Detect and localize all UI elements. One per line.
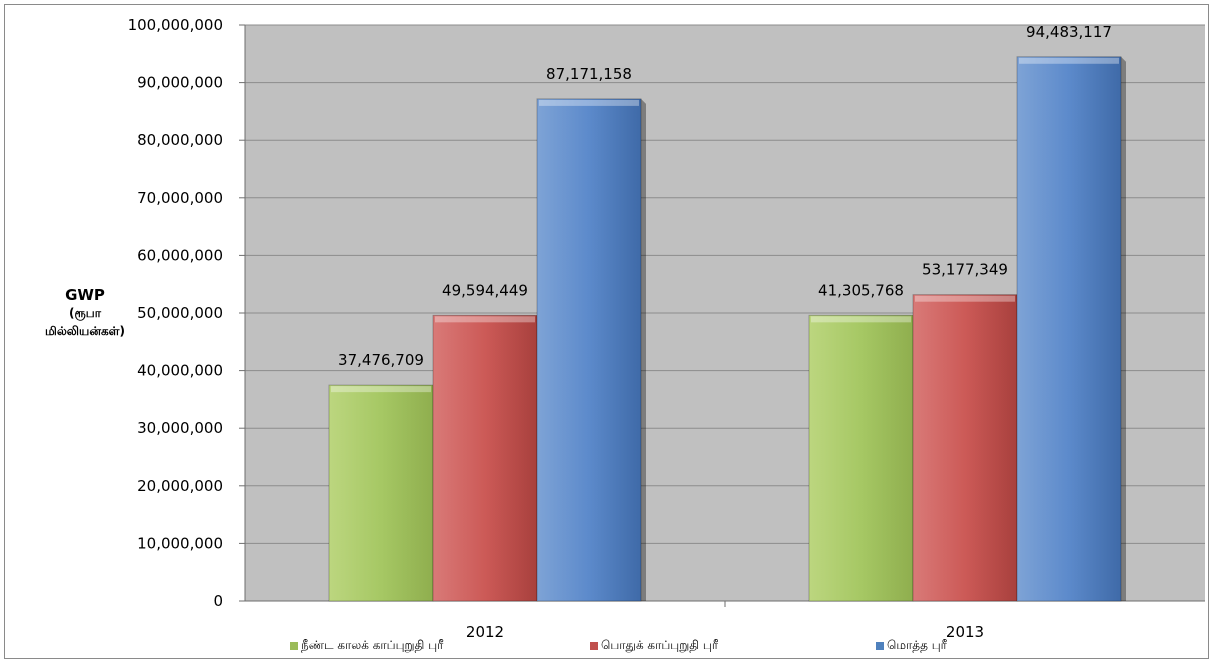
legend-swatch-red: [590, 642, 598, 650]
bar-bevel: [1019, 57, 1119, 64]
y-tick-label: 70,000,000: [137, 189, 223, 207]
y-tick-label: 30,000,000: [137, 419, 223, 437]
y-axis-title: GWP (ரூபா மில்லியன்கள்): [30, 286, 140, 340]
y-tick-label: 60,000,000: [137, 246, 223, 264]
legend-item-total: மொத்த புரீ: [876, 638, 947, 654]
data-label: 49,594,449: [442, 281, 528, 299]
bar-bevel: [915, 295, 1015, 302]
bars: [328, 56, 1126, 602]
data-label: 37,476,709: [338, 351, 424, 369]
bar: [912, 294, 1018, 602]
bar: [328, 384, 434, 602]
y-axis-title-sub-2: மில்லியன்கள்): [45, 324, 125, 338]
data-label: 94,483,117: [1026, 23, 1112, 41]
y-tick-label: 20,000,000: [137, 477, 223, 495]
data-label: 87,171,158: [546, 65, 632, 83]
x-category-label: 2012: [466, 623, 504, 641]
axes: 0 10,000,000 20,000,000 30,000,000 40,000,00…: [128, 16, 1205, 641]
y-tick-label: 100,000,000: [128, 16, 223, 34]
legend: நீண்ட காலக் காப்புறுதி புரீ பொதுக் காப்ப…: [290, 638, 1010, 658]
data-label: 53,177,349: [922, 261, 1008, 279]
bar-bevel: [811, 316, 911, 323]
y-tick-label: 0: [213, 592, 223, 610]
bar-bevel: [539, 99, 639, 106]
data-label: 41,305,768: [818, 281, 904, 299]
bar: [536, 98, 642, 602]
y-tick-label: 40,000,000: [137, 362, 223, 380]
y-tick-label: 50,000,000: [137, 304, 223, 322]
y-axis-title-main: GWP: [65, 286, 105, 304]
legend-item-general: பொதுக் காப்புறுதி புரீ: [590, 638, 718, 654]
bar-bevel: [435, 316, 535, 323]
x-category-label: 2013: [946, 623, 984, 641]
legend-swatch-green: [290, 642, 298, 650]
legend-swatch-blue: [876, 642, 884, 650]
bar: [432, 314, 538, 602]
legend-label: பொதுக் காப்புறுதி புரீ: [601, 638, 719, 652]
bar-shadow: [641, 98, 646, 601]
bar: [1016, 56, 1122, 602]
bar: [808, 314, 914, 602]
bar-bevel: [331, 386, 431, 393]
legend-label: நீண்ட காலக் காப்புறுதி புரீ: [301, 638, 444, 652]
y-axis-title-sub-1: (ரூபா: [69, 306, 101, 320]
legend-item-long-term: நீண்ட காலக் காப்புறுதி புரீ: [290, 638, 443, 654]
data-labels: 37,476,709 49,594,449 87,171,158 41,305,768…: [338, 23, 1112, 369]
y-tick-label: 90,000,000: [137, 74, 223, 92]
y-tick-label: 10,000,000: [137, 534, 223, 552]
y-tick-label: 80,000,000: [137, 131, 223, 149]
legend-label: மொத்த புரீ: [887, 638, 947, 652]
bar-shadow: [1121, 56, 1126, 602]
